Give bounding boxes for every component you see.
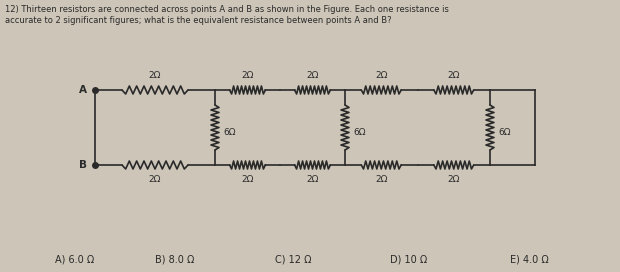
Text: 2Ω: 2Ω <box>241 175 254 184</box>
Text: 2Ω: 2Ω <box>306 71 319 80</box>
Text: E) 4.0 Ω: E) 4.0 Ω <box>510 255 549 265</box>
Text: B) 8.0 Ω: B) 8.0 Ω <box>155 255 195 265</box>
Text: 2Ω: 2Ω <box>149 71 161 80</box>
Text: accurate to 2 significant figures; what is the equivalent resistance between poi: accurate to 2 significant figures; what … <box>5 16 392 25</box>
Text: 2Ω: 2Ω <box>306 175 319 184</box>
Text: 6Ω: 6Ω <box>498 128 510 137</box>
Text: 2Ω: 2Ω <box>375 175 388 184</box>
Text: D) 10 Ω: D) 10 Ω <box>390 255 427 265</box>
Text: 2Ω: 2Ω <box>375 71 388 80</box>
Text: 2Ω: 2Ω <box>448 71 460 80</box>
Text: A) 6.0 Ω: A) 6.0 Ω <box>55 255 94 265</box>
Text: 2Ω: 2Ω <box>448 175 460 184</box>
Text: 2Ω: 2Ω <box>241 71 254 80</box>
Text: 12) Thirteen resistors are connected across points A and B as shown in the Figur: 12) Thirteen resistors are connected acr… <box>5 5 449 14</box>
Text: C) 12 Ω: C) 12 Ω <box>275 255 311 265</box>
Text: B: B <box>79 160 87 170</box>
Text: 6Ω: 6Ω <box>353 128 366 137</box>
Text: 6Ω: 6Ω <box>223 128 236 137</box>
Text: A: A <box>79 85 87 95</box>
Text: 2Ω: 2Ω <box>149 175 161 184</box>
